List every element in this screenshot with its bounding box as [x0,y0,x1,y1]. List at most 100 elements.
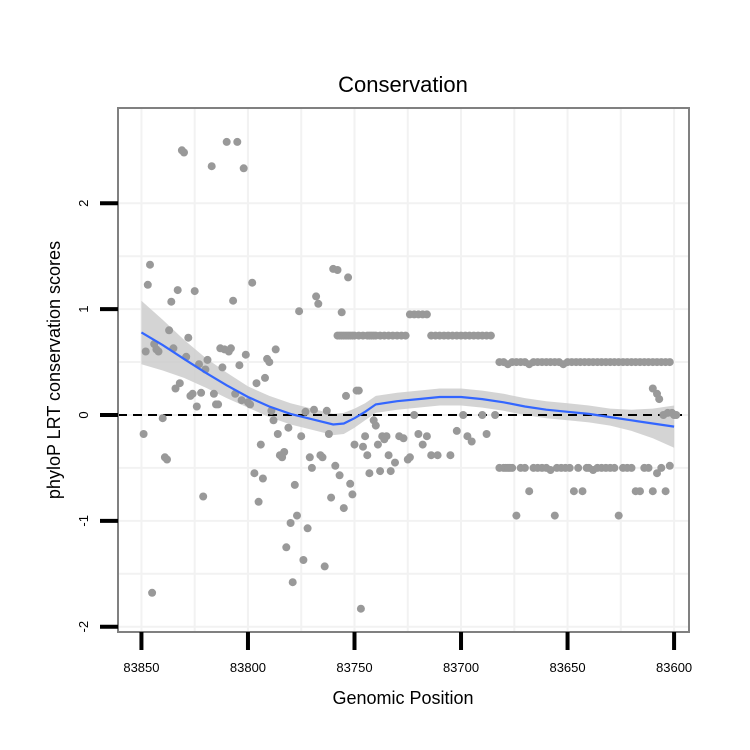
data-point [520,463,529,472]
data-point [661,487,670,496]
data-point [293,511,301,520]
data-point [327,493,336,502]
data-point [346,479,355,488]
data-point [382,432,391,441]
data-point [354,386,363,395]
data-point [265,358,274,367]
x-tick-label: 83750 [336,660,372,675]
data-point [214,400,223,409]
data-point [565,463,574,472]
y-tick-label: 1 [76,305,91,312]
data-point [459,411,468,419]
data-point [644,463,653,472]
data-point [158,414,167,423]
data-point [314,299,323,308]
data-point [578,487,587,496]
x-axis-title: Genomic Position [332,688,473,708]
x-tick-label: 83800 [230,660,266,675]
data-point [446,451,455,460]
data-point [299,556,308,564]
data-point [229,296,238,305]
data-point [143,280,152,289]
data-point [190,287,199,296]
data-point [301,407,310,416]
data-point [297,432,306,441]
chart-title: Conservation [338,72,468,97]
data-point [482,430,491,438]
data-point [233,137,242,146]
data-point [525,487,534,496]
data-point [180,148,188,157]
data-point [648,487,657,496]
data-point [237,396,246,405]
data-point [209,389,218,398]
x-axis: 83850 83800 83750 83700 83650 83600 [123,632,692,675]
data-point [665,461,674,470]
data-point [295,307,304,316]
data-point [192,402,201,411]
data-points [139,137,681,613]
data-point [405,453,414,462]
data-point [569,487,578,496]
data-point [386,467,395,476]
data-point [373,440,382,449]
data-point [248,278,257,287]
smooth-trend-line [140,331,675,428]
data-point [478,411,487,419]
data-point [337,308,346,317]
data-point [335,471,344,480]
data-point [307,463,316,472]
data-point [148,588,157,597]
data-point [350,440,359,449]
data-point [310,405,318,414]
data-point [550,511,559,520]
data-point [427,451,436,460]
data-point [422,432,431,441]
data-point [546,466,555,474]
data-point [401,331,410,340]
data-point [339,504,348,513]
data-point [318,453,327,462]
data-point [636,487,644,496]
data-point [280,448,289,456]
data-point [361,432,370,441]
data-point [288,578,297,587]
data-point [184,333,193,342]
data-point [250,469,259,478]
data-point [197,388,206,397]
y-tick-label: 0 [76,411,91,418]
data-point [271,345,280,354]
data-point [410,411,419,419]
data-point [344,273,353,282]
y-axis-title: phyloP LRT conservation scores [44,241,64,499]
data-point [175,379,184,388]
data-point [433,451,442,460]
data-point [199,492,208,501]
data-point [452,426,461,435]
data-point [163,455,171,464]
data-point [261,373,269,382]
data-point [614,511,623,520]
data-point [139,430,148,438]
data-point [324,430,333,438]
data-point [252,379,261,388]
data-point [246,400,255,409]
data-point [167,297,176,306]
data-point [171,384,180,393]
data-point [282,543,291,552]
data-point [384,451,393,460]
data-point [331,461,340,470]
data-point [399,434,408,443]
data-point [203,355,212,364]
data-point [320,562,329,571]
data-point [467,437,476,446]
data-point [312,292,321,301]
x-tick-label: 83850 [123,660,159,675]
data-point [574,463,583,472]
x-tick-label: 83600 [656,660,692,675]
data-point [322,406,331,415]
x-tick-label: 83700 [443,660,479,675]
data-point [463,432,472,441]
data-point [391,458,399,467]
y-axis: -2 -1 0 1 2 [76,200,118,632]
